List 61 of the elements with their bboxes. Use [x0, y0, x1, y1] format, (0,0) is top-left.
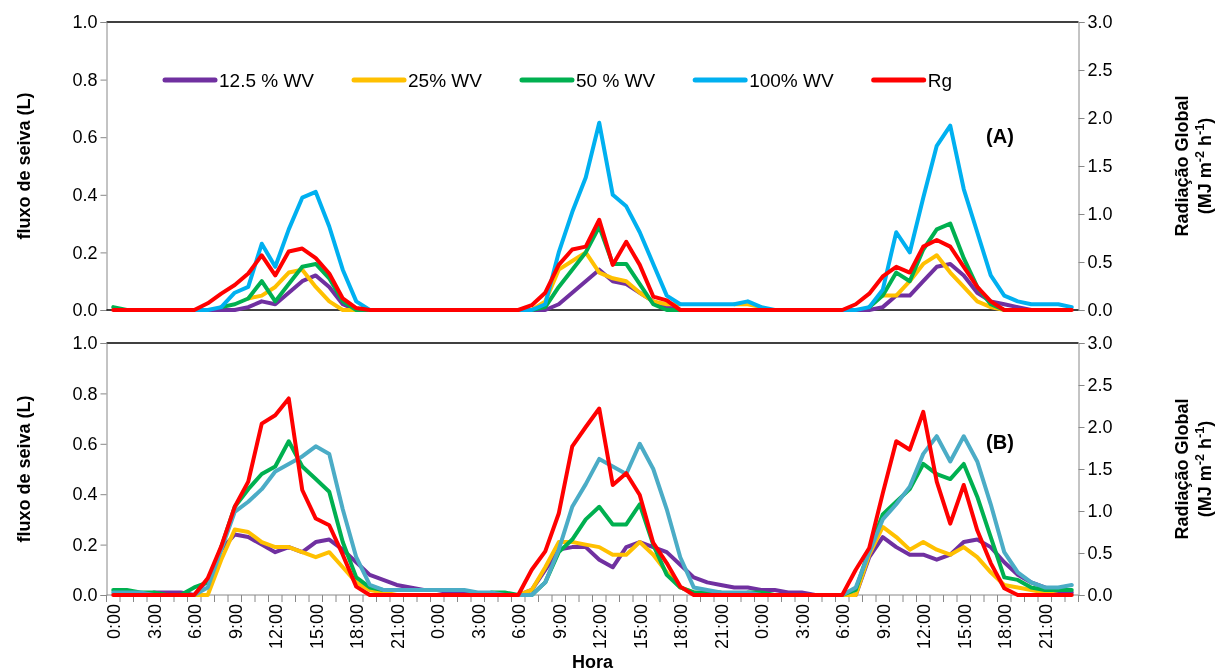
x-tick-label: 21:00: [1035, 604, 1056, 650]
x-tick-label: 0:00: [104, 604, 125, 640]
y-tick-label: 0.0: [72, 300, 98, 321]
x-tick-label: 12:00: [266, 604, 287, 650]
x-tick-label: 12:00: [914, 604, 935, 650]
y2-tick-label: 0.5: [1087, 543, 1113, 564]
y-tick-label: 0.8: [72, 383, 98, 404]
y2-tick-label: 2.0: [1087, 108, 1113, 129]
x-tick-label: 6:00: [833, 604, 854, 640]
x-tick-label: 15:00: [954, 604, 975, 650]
line-series: [111, 396, 1074, 597]
y-tick-label: 0.6: [72, 127, 98, 148]
x-tick-label: 9:00: [549, 604, 570, 640]
y-tick-label: 0.4: [72, 484, 98, 505]
y-axis-title: fluxo de seiva (L): [14, 395, 34, 543]
y2-tick-label: 0.0: [1087, 300, 1113, 321]
x-tick-label: 9:00: [225, 604, 246, 640]
legend-label: 50 % WV: [575, 69, 656, 91]
x-tick-label: 15:00: [630, 604, 651, 650]
x-tick-label: 3:00: [468, 604, 489, 640]
x-tick-label: 15:00: [306, 604, 327, 650]
y2-tick-label: 1.0: [1087, 501, 1113, 522]
y-tick-label: 0.0: [72, 585, 98, 606]
legend-label: 12.5 % WV: [219, 69, 315, 91]
y-tick-label: 0.2: [72, 534, 98, 555]
y2-tick-label: 1.5: [1087, 459, 1113, 480]
x-tick-label: 21:00: [387, 604, 408, 650]
y2-tick-label: 3.0: [1087, 12, 1113, 33]
x-tick-label: 21:00: [711, 604, 732, 650]
x-tick-label: 0:00: [752, 604, 773, 640]
y-axis-title: fluxo de seiva (L): [14, 92, 34, 240]
y2-tick-label: 3.0: [1087, 333, 1113, 354]
x-axis-title: Hora: [571, 652, 614, 672]
legend-label: Rg: [927, 69, 952, 91]
y-tick-label: 0.4: [72, 185, 98, 206]
legend-label: 100% WV: [749, 69, 834, 91]
y2-tick-label: 2.0: [1087, 417, 1113, 438]
y-tick-label: 1.0: [72, 333, 98, 354]
y2-tick-label: 2.5: [1087, 375, 1113, 396]
y-tick-label: 1.0: [72, 12, 98, 33]
y-tick-label: 0.2: [72, 242, 98, 263]
y-tick-label: 0.6: [72, 434, 98, 455]
annotation: (A): [986, 124, 1014, 147]
y2-tick-label: 0.0: [1087, 585, 1113, 606]
y-tick-label: 0.8: [72, 69, 98, 90]
annotation: (B): [986, 430, 1014, 453]
x-tick-label: 3:00: [144, 604, 165, 640]
x-tick-label: 12:00: [590, 604, 611, 650]
x-tick-label: 18:00: [995, 604, 1016, 650]
x-tick-label: 9:00: [873, 604, 894, 640]
y2-tick-label: 2.5: [1087, 60, 1113, 81]
x-tick-label: 0:00: [428, 604, 449, 640]
x-tick-label: 18:00: [671, 604, 692, 650]
y2-tick-label: 0.5: [1087, 252, 1113, 273]
y2-tick-label: 1.0: [1087, 204, 1113, 225]
y2-tick-label: 1.5: [1087, 156, 1113, 177]
x-tick-label: 6:00: [185, 604, 206, 640]
x-tick-label: 18:00: [347, 604, 368, 650]
x-tick-label: 6:00: [509, 604, 530, 640]
legend-label: 25% WV: [408, 69, 483, 91]
x-tick-label: 3:00: [792, 604, 813, 640]
